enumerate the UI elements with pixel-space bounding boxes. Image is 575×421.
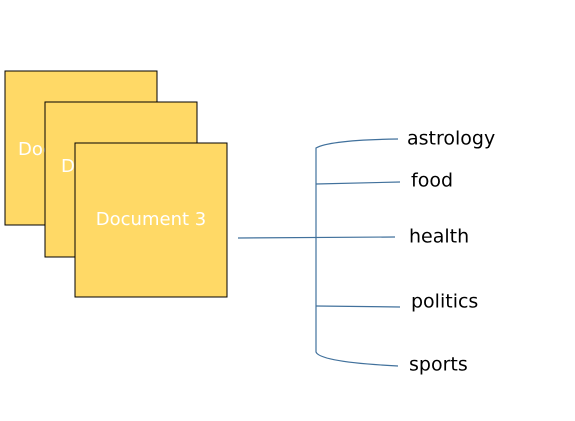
document-shape [74,142,228,298]
topic-label: astrology [407,128,495,150]
bracket [315,138,399,367]
connector [315,181,401,185]
topic-label: food [411,170,453,192]
topic-label: sports [409,354,468,376]
topic-label: politics [411,291,478,313]
document-card: Document 3 [74,142,228,298]
document-label: Document 3 [96,209,206,230]
connector [315,305,401,308]
topic-label: health [409,226,469,248]
